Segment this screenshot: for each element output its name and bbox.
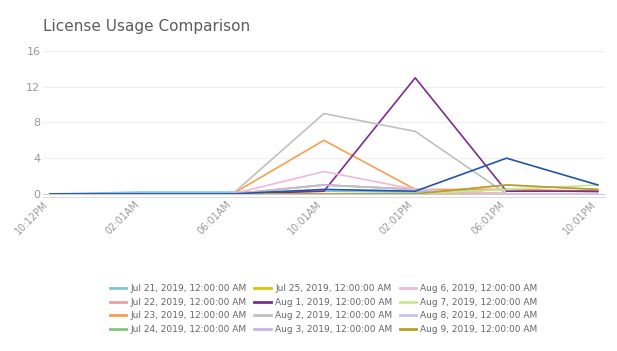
Legend: Jul 21, 2019, 12:00:00 AM, Jul 22, 2019, 12:00:00 AM, Jul 23, 2019, 12:00:00 AM,: Jul 21, 2019, 12:00:00 AM, Jul 22, 2019,… [107, 282, 540, 336]
Text: License Usage Comparison: License Usage Comparison [43, 19, 251, 34]
